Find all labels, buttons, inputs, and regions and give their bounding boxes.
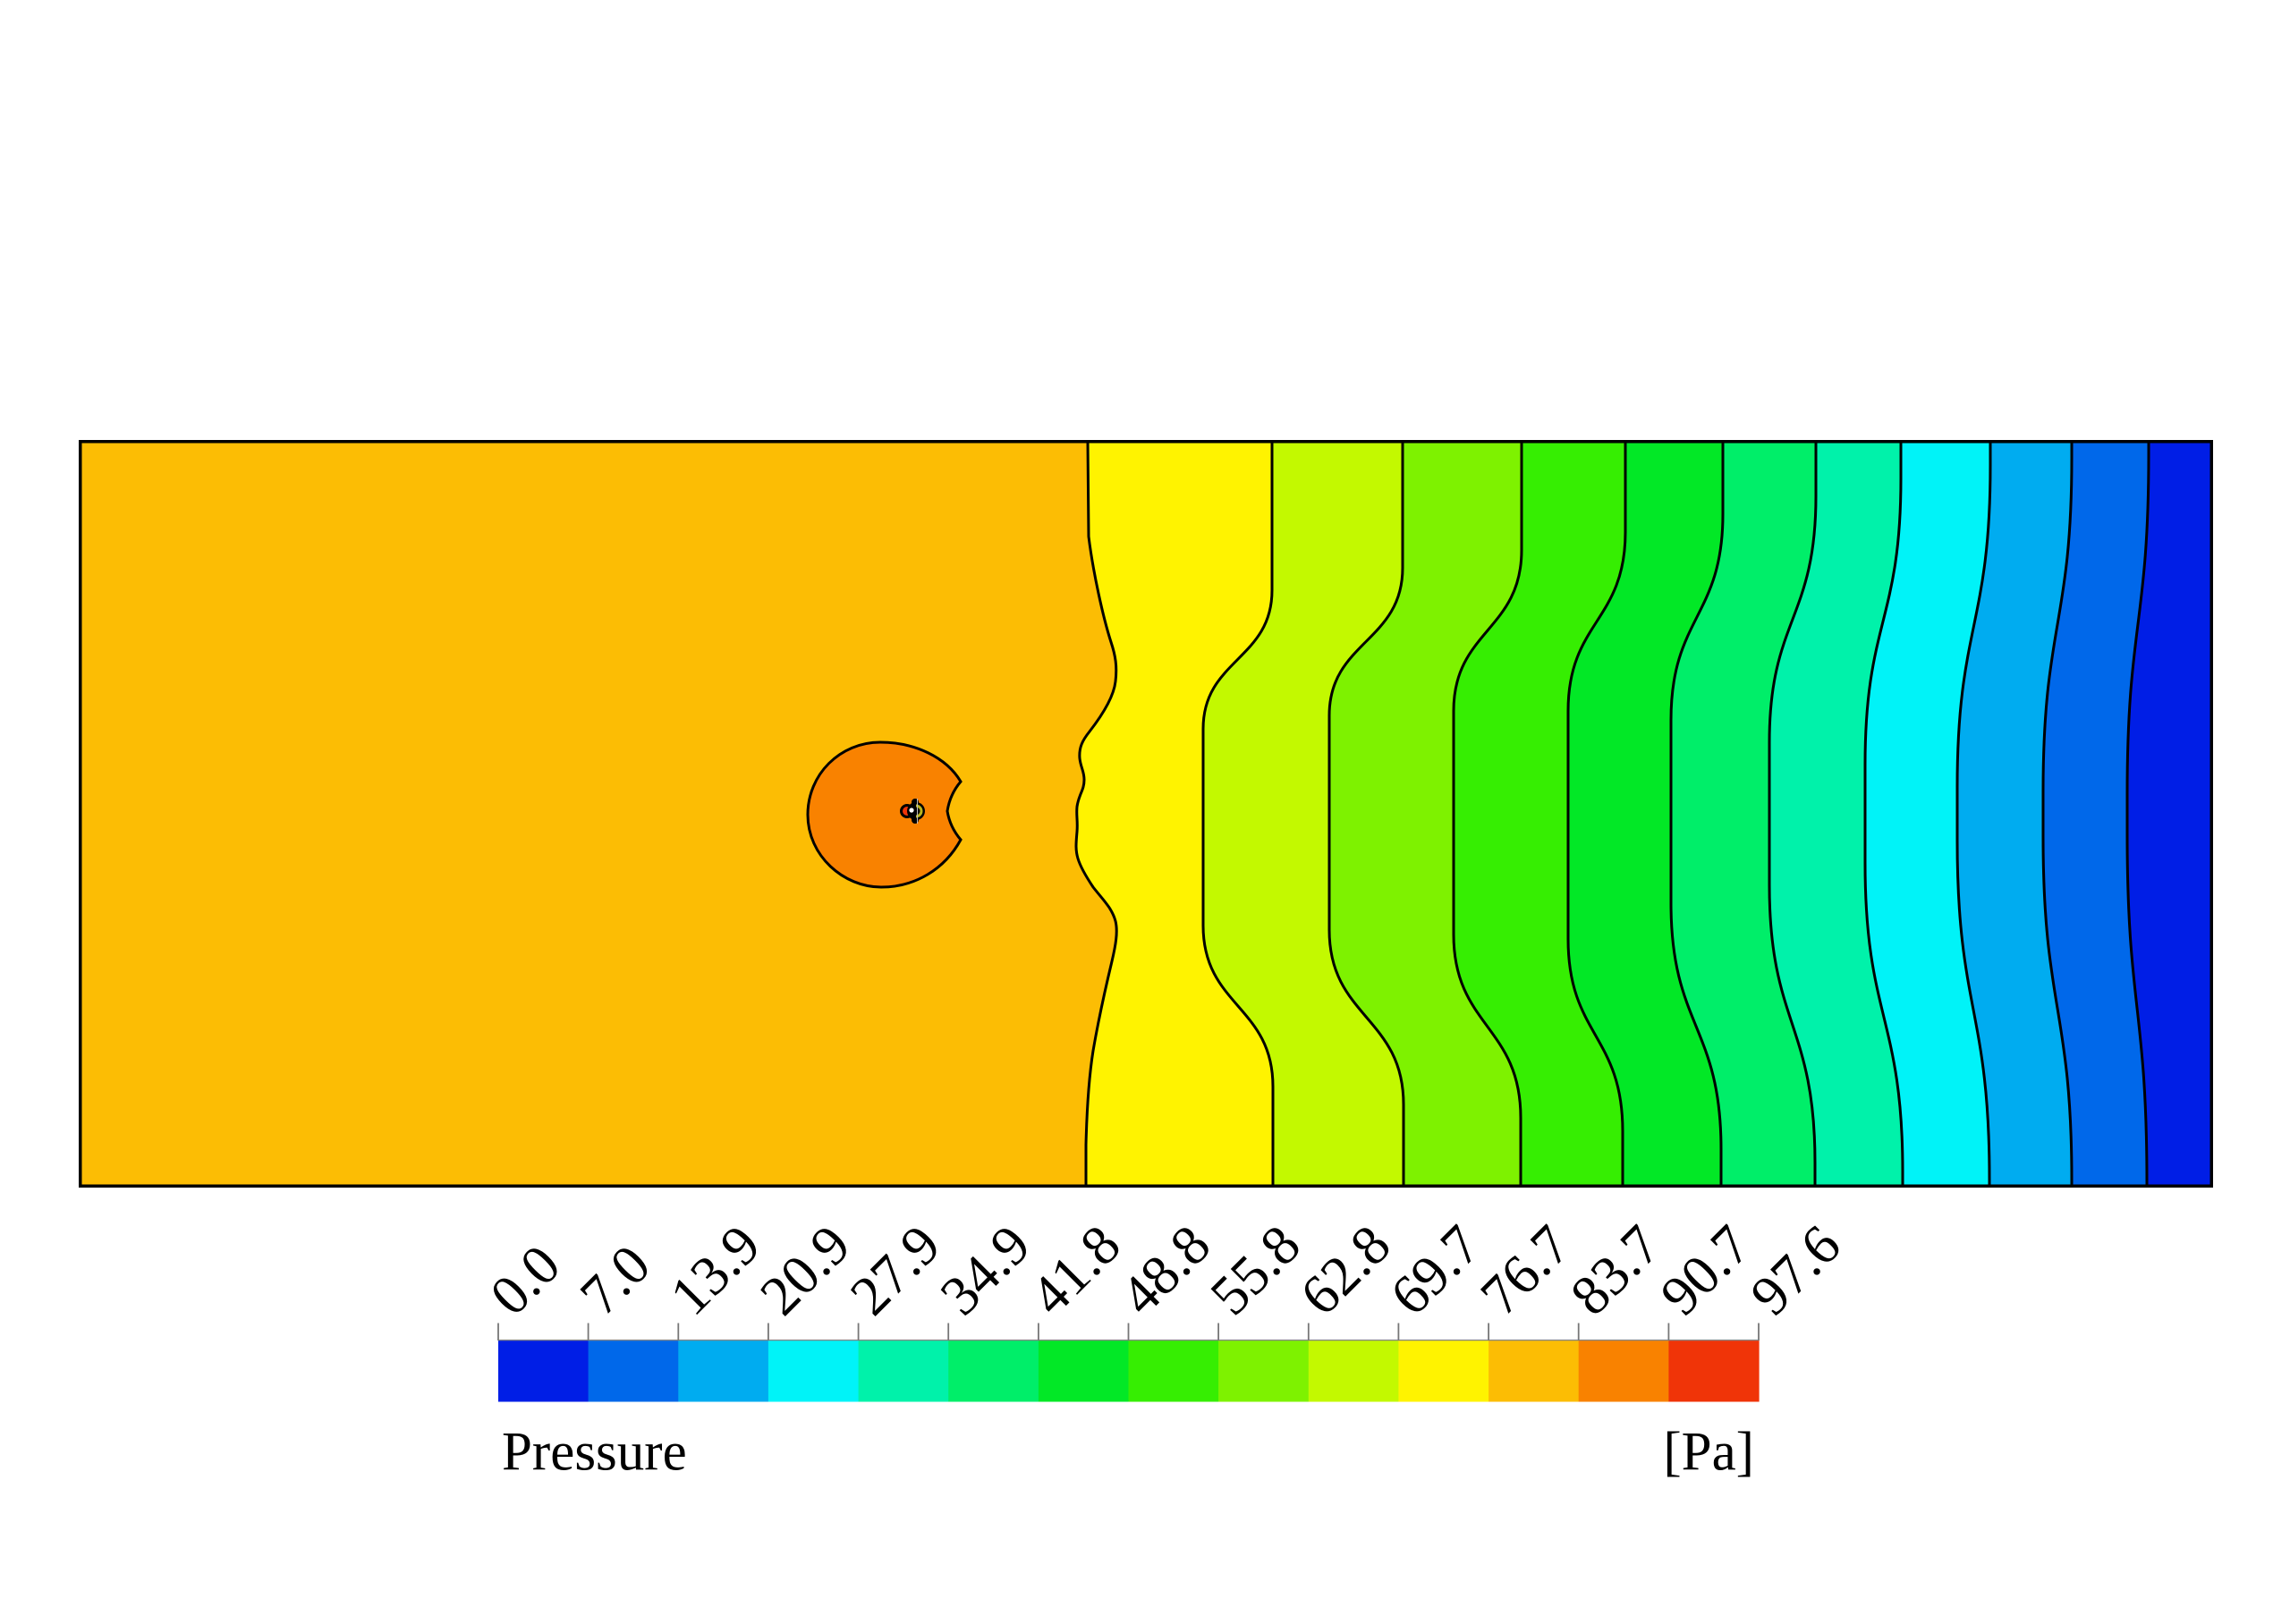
svg-text:[Pa]: [Pa]: [1663, 1423, 1754, 1483]
svg-text:Pressure: Pressure: [502, 1423, 687, 1483]
